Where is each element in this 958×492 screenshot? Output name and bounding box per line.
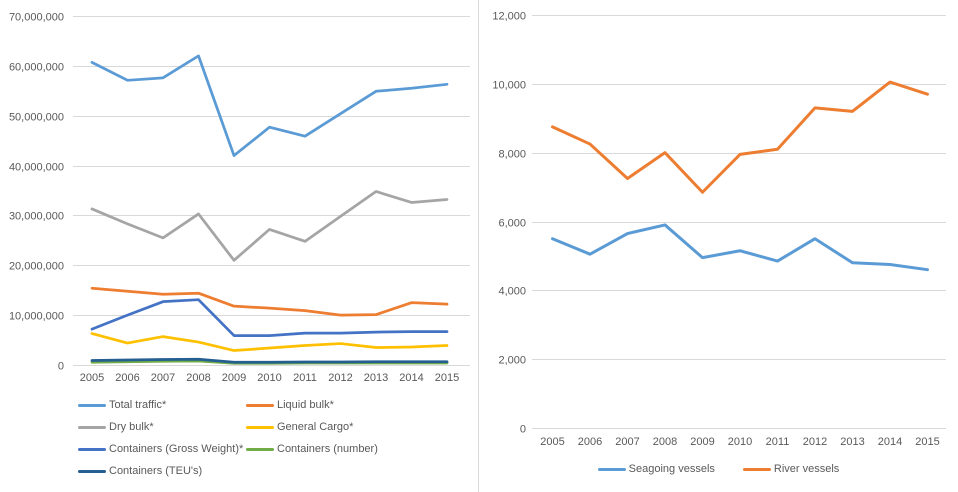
legend-swatch-containers-number (246, 447, 274, 451)
x-tick-label: 2011 (766, 436, 790, 448)
series-line-liquid-bulk (90, 286, 449, 317)
y-tick-label: 6,000 (498, 217, 526, 229)
x-tick-label: 2007 (151, 372, 175, 384)
traffic-gridlines (73, 16, 470, 366)
x-tick-label: 2007 (615, 436, 639, 448)
legend-item-dry-bulk: Dry bulk* (78, 420, 246, 434)
legend-label: Containers (number) (277, 443, 378, 455)
legend-label: Containers (TEU's) (109, 465, 203, 477)
legend-item-general-cargo: General Cargo* (246, 420, 448, 434)
x-tick-label: 2011 (293, 372, 317, 384)
x-tick-label: 2005 (80, 372, 104, 384)
series-line-river-vessels (551, 80, 929, 194)
x-tick-label: 2009 (690, 436, 714, 448)
series-line-seagoing-vessels (551, 223, 929, 272)
legend-item-total-traffic: Total traffic* (78, 398, 246, 412)
y-tick-label: 10,000,000 (9, 310, 64, 322)
y-tick-label: 2,000 (498, 354, 526, 366)
legend-item-containers-teu-s: Containers (TEU's) (78, 464, 246, 478)
legend-swatch-river-vessels (742, 467, 771, 471)
x-tick-label: 2015 (915, 436, 939, 448)
legend-item-liquid-bulk: Liquid bulk* (246, 398, 448, 412)
legend-label: Liquid bulk* (277, 399, 334, 411)
series-line-containers-gross-weight (90, 298, 449, 337)
y-tick-label: 0 (520, 423, 526, 435)
y-tick-label: 30,000,000 (9, 210, 64, 222)
x-tick-label: 2014 (878, 436, 902, 448)
legend-label: Seagoing vessels (628, 463, 715, 475)
x-tick-label: 2014 (399, 372, 423, 384)
vessels-series (551, 80, 929, 272)
legend-label: General Cargo* (277, 421, 354, 433)
x-tick-label: 2015 (435, 372, 459, 384)
y-tick-label: 20,000,000 (9, 260, 64, 272)
x-tick-label: 2012 (803, 436, 827, 448)
vessels-y-axis-labels: 12,000 10,000 8,000 6,000 4,000 2,000 0 (492, 10, 526, 435)
y-tick-label: 10,000 (492, 79, 526, 91)
legend-swatch-liquid-bulk (246, 403, 274, 407)
x-tick-label: 2005 (540, 436, 564, 448)
traffic-series (90, 54, 449, 365)
x-tick-label: 2010 (728, 436, 752, 448)
x-tick-label: 2012 (328, 372, 352, 384)
legend-label: River vessels (773, 463, 840, 475)
legend-label: Total traffic* (109, 399, 167, 411)
y-tick-label: 50,000,000 (9, 111, 64, 123)
legend-label: Dry bulk* (109, 421, 154, 433)
x-tick-label: 2008 (186, 372, 210, 384)
traffic-y-axis-labels: 70,000,000 60,000,000 50,000,000 40,000,000… (9, 11, 64, 372)
y-tick-label: 8,000 (498, 148, 526, 160)
legend-item-seagoing-vessels: Seagoing vessels (597, 462, 715, 476)
legend-swatch-seagoing-vessels (597, 467, 626, 471)
x-tick-label: 2006 (578, 436, 602, 448)
legend-swatch-dry-bulk (78, 425, 106, 429)
port-traffic-plot: 70,000,000 60,000,000 50,000,000 40,000,000… (9, 11, 470, 384)
vessels-chart: 12,000 10,000 8,000 6,000 4,000 2,000 0 2005 200… (478, 0, 958, 492)
y-tick-label: 70,000,000 (9, 11, 64, 23)
legend-item-river-vessels: River vessels (742, 462, 840, 476)
vessels-x-axis-labels: 2005 2006 2007 2008 2009 2010 2011 2012 2013 2014… (540, 436, 939, 448)
x-tick-label: 2013 (364, 372, 388, 384)
series-line-total-traffic (90, 54, 449, 157)
port-traffic-legend: Total traffic* Liquid bulk* Dry bulk* Gener… (78, 398, 448, 478)
y-tick-label: 12,000 (492, 10, 526, 22)
legend-swatch-containers-gross-weight (78, 447, 106, 451)
y-tick-label: 40,000,000 (9, 161, 64, 173)
legend-label: Containers (Gross Weight)* (109, 443, 244, 455)
x-tick-label: 2008 (653, 436, 677, 448)
port-traffic-chart: 70,000,000 60,000,000 50,000,000 40,000,000… (0, 0, 478, 492)
legend-swatch-containers-teu-s (78, 469, 106, 473)
vessels-gridlines (532, 15, 946, 429)
x-tick-label: 2010 (257, 372, 281, 384)
series-line-containers-teu-s (90, 357, 449, 364)
y-tick-label: 0 (58, 360, 64, 372)
y-tick-label: 60,000,000 (9, 61, 64, 73)
x-tick-label: 2009 (222, 372, 246, 384)
legend-item-containers-number: Containers (number) (246, 442, 448, 456)
legend-item-containers-gross-weight: Containers (Gross Weight)* (78, 442, 246, 456)
legend-swatch-total-traffic (78, 403, 106, 407)
series-line-dry-bulk (90, 190, 449, 262)
series-line-general-cargo (90, 332, 449, 352)
vessels-legend: Seagoing vessels River vessels (479, 462, 958, 476)
x-tick-label: 2013 (840, 436, 864, 448)
traffic-x-axis-labels: 2005 2006 2007 2008 2009 2010 2011 2012 2013 2014… (80, 372, 459, 384)
x-tick-label: 2006 (115, 372, 139, 384)
y-tick-label: 4,000 (498, 285, 526, 297)
legend-swatch-general-cargo (246, 425, 274, 429)
